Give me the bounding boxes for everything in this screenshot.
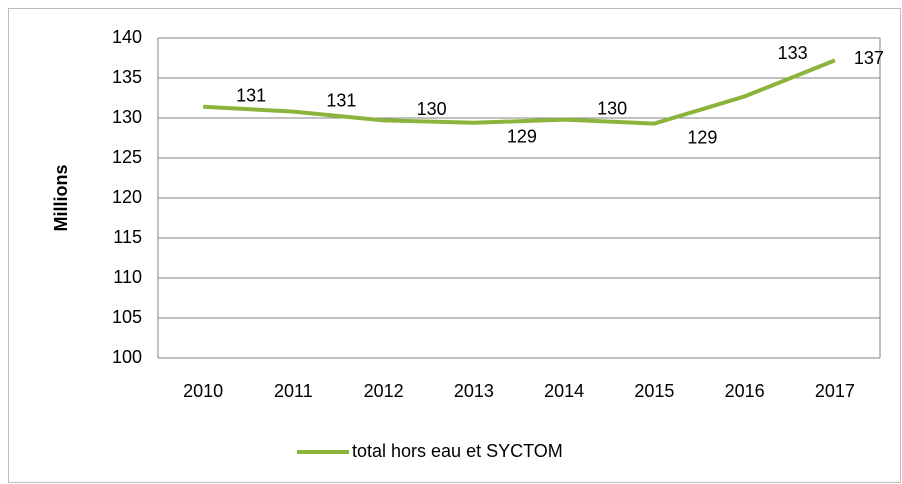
y-tick-label: 100 <box>112 347 142 367</box>
x-tick-label: 2013 <box>454 381 494 401</box>
series-line <box>203 58 836 126</box>
x-tick-label: 2016 <box>725 381 765 401</box>
x-tick-label: 2011 <box>274 381 313 401</box>
y-tick-label: 120 <box>112 187 142 207</box>
y-tick-label: 140 <box>112 27 142 47</box>
data-label: 131 <box>326 90 356 110</box>
x-tick-label: 2014 <box>544 381 584 401</box>
data-label: 137 <box>854 48 884 68</box>
y-tick-label: 110 <box>113 267 142 287</box>
y-axis-label: Millions <box>51 165 71 232</box>
x-tick-label: 2017 <box>815 381 855 401</box>
legend-label: total hors eau et SYCTOM <box>352 441 563 461</box>
chart-border <box>8 8 901 483</box>
data-label: 130 <box>417 99 447 119</box>
data-label: 131 <box>236 86 266 106</box>
x-tick-label: 2010 <box>183 381 223 401</box>
data-label: 129 <box>507 127 537 147</box>
x-tick-label: 2015 <box>634 381 674 401</box>
x-tick-label: 2012 <box>364 381 404 401</box>
data-label: 133 <box>778 43 808 63</box>
y-tick-label: 105 <box>112 307 142 327</box>
y-tick-label: 135 <box>112 67 142 87</box>
data-label: 129 <box>687 127 717 147</box>
y-tick-label: 115 <box>113 227 142 247</box>
y-tick-label: 130 <box>112 107 142 127</box>
data-label: 130 <box>597 98 627 118</box>
y-tick-label: 125 <box>112 147 142 167</box>
